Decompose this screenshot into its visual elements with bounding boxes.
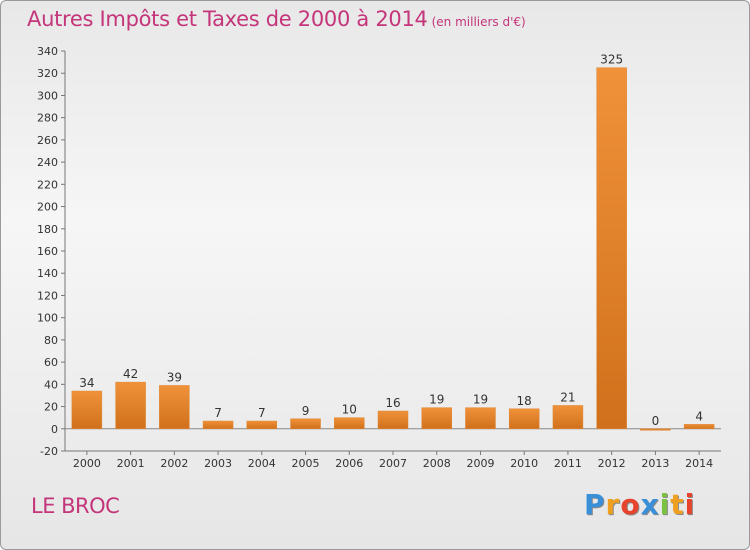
data-label: 39 [167,370,182,384]
data-label: 7 [258,406,266,420]
bar [290,418,321,430]
x-tick-label: 2006 [335,457,363,470]
brand-letter: r [605,488,621,521]
data-label: 9 [302,404,310,418]
y-tick-label: 20 [44,401,58,414]
y-tick-label: 0 [51,423,58,436]
x-tick-label: 2007 [379,457,407,470]
x-tick-label: 2003 [204,457,232,470]
x-tick-label: 2014 [685,457,713,470]
data-label: 325 [600,53,623,67]
place-name: LE BROC [31,494,120,518]
y-tick-label: 300 [37,89,58,102]
brand-letter: i [684,488,696,521]
bar [683,424,715,430]
data-label: 34 [79,376,94,390]
bar [334,417,365,430]
data-label: 18 [517,394,532,408]
bar [465,407,496,430]
brand-letter: i [659,488,671,521]
bar [552,405,584,430]
x-tick-label: 2013 [641,457,669,470]
bar [377,410,409,430]
data-label: 42 [123,367,138,381]
x-tick-label: 2008 [423,457,451,470]
y-tick-label: 60 [44,356,58,369]
brand-logo: Proxiti [584,488,695,521]
y-tick-label: 320 [37,67,58,80]
y-tick-label: 280 [37,112,58,125]
bar [159,385,190,430]
data-label: 4 [695,409,703,423]
bar [246,420,278,430]
y-tick-label: 220 [37,178,58,191]
bar [421,407,452,430]
bar [71,390,103,430]
brand-letter: x [640,488,660,521]
chart-title-text: Autres Impôts et Taxes de 2000 à 2014 [27,7,428,31]
x-tick-label: 2010 [510,457,538,470]
y-tick-label: 240 [37,156,58,169]
x-tick-label: 2011 [554,457,582,470]
data-label: 0 [652,414,660,428]
x-tick-label: 2009 [466,457,494,470]
x-tick-label: 2012 [598,457,626,470]
data-label: 19 [473,393,488,407]
chart-subtitle: (en milliers d'€) [431,15,526,29]
data-label: 16 [385,396,400,410]
data-label: 10 [342,403,357,417]
y-tick-label: 180 [37,223,58,236]
y-tick-label: -20 [40,445,58,458]
brand-letter: o [620,488,641,521]
y-tick-label: 200 [37,201,58,214]
brand-letter: P [584,488,606,521]
y-tick-label: 120 [37,289,58,302]
bar [508,408,540,430]
x-tick-label: 2004 [248,457,276,470]
x-tick-label: 2001 [117,457,145,470]
x-tick-label: 2005 [292,457,320,470]
chart-title: Autres Impôts et Taxes de 2000 à 2014 (en… [27,7,526,31]
bar [640,428,671,431]
y-tick-label: 80 [44,334,58,347]
data-label: 19 [429,393,444,407]
y-tick-label: 160 [37,245,58,258]
data-label: 21 [560,390,575,404]
x-tick-label: 2002 [160,457,188,470]
y-tick-label: 40 [44,378,58,391]
bar [202,420,234,430]
brand-letter: t [670,488,685,521]
y-tick-label: 100 [37,312,58,325]
y-tick-label: 260 [37,134,58,147]
data-label: 7 [214,406,222,420]
x-tick-label: 2000 [73,457,101,470]
y-tick-label: 140 [37,267,58,280]
bar [596,67,627,430]
y-tick-label: 340 [37,45,58,58]
bar [115,381,146,430]
